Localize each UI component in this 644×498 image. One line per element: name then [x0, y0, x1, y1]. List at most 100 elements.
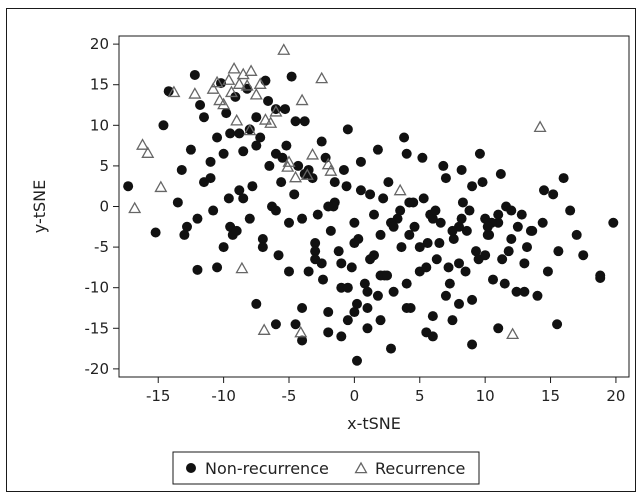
point-recurrence	[533, 120, 547, 132]
point-non-recurrence	[195, 100, 206, 111]
point-non-recurrence	[443, 262, 454, 273]
point-non-recurrence	[516, 209, 527, 220]
point-recurrence	[277, 43, 291, 55]
point-non-recurrence	[461, 225, 472, 236]
point-non-recurrence	[421, 327, 432, 338]
point-non-recurrence	[571, 229, 582, 240]
point-non-recurrence	[316, 136, 327, 147]
point-non-recurrence	[495, 169, 506, 180]
point-non-recurrence	[421, 262, 432, 273]
point-non-recurrence	[263, 95, 274, 106]
point-non-recurrence	[595, 272, 606, 283]
point-non-recurrence	[454, 298, 464, 309]
point-non-recurrence	[537, 217, 548, 228]
point-recurrence	[249, 87, 263, 100]
point-non-recurrence	[434, 238, 445, 249]
point-non-recurrence	[158, 120, 169, 131]
point-non-recurrence	[401, 148, 412, 159]
point-non-recurrence	[359, 278, 370, 289]
point-non-recurrence	[264, 160, 275, 171]
point-non-recurrence	[369, 209, 379, 220]
plot-area	[118, 35, 630, 378]
point-non-recurrence	[270, 205, 281, 216]
point-non-recurrence	[503, 246, 514, 257]
point-non-recurrence	[362, 302, 373, 313]
point-non-recurrence	[212, 262, 223, 273]
point-non-recurrence	[323, 307, 334, 318]
point-non-recurrence	[386, 343, 396, 354]
point-non-recurrence	[365, 189, 376, 200]
point-non-recurrence	[519, 286, 530, 297]
point-non-recurrence	[383, 177, 394, 188]
point-non-recurrence	[280, 104, 291, 115]
point-non-recurrence	[444, 278, 455, 289]
point-non-recurrence	[297, 335, 308, 346]
point-non-recurrence	[375, 315, 386, 326]
point-non-recurrence	[247, 181, 258, 192]
point-non-recurrence	[172, 197, 183, 208]
point-non-recurrence	[205, 156, 216, 167]
point-non-recurrence	[323, 201, 334, 212]
point-non-recurrence	[286, 71, 297, 82]
point-non-recurrence	[323, 327, 334, 338]
point-non-recurrence	[281, 140, 292, 151]
point-non-recurrence	[303, 266, 314, 277]
series-recurrence	[128, 43, 547, 340]
point-recurrence	[154, 180, 168, 193]
point-non-recurrence	[365, 254, 376, 265]
point-non-recurrence	[456, 213, 467, 224]
y-tick-label: -5	[94, 238, 109, 256]
point-recurrence	[258, 113, 272, 125]
point-non-recurrence	[312, 209, 323, 220]
point-non-recurrence	[349, 238, 360, 249]
point-non-recurrence	[342, 124, 353, 135]
point-non-recurrence	[467, 339, 478, 350]
x-tick-label: -5	[282, 387, 297, 405]
legend: Non-recurrence Recurrence	[172, 451, 480, 485]
point-non-recurrence	[448, 233, 459, 244]
point-non-recurrence	[251, 298, 262, 309]
point-non-recurrence	[212, 132, 223, 143]
point-non-recurrence	[438, 160, 449, 171]
point-non-recurrence	[205, 173, 216, 184]
point-non-recurrence	[163, 86, 174, 97]
point-non-recurrence	[293, 160, 304, 171]
point-non-recurrence	[192, 213, 203, 224]
point-non-recurrence	[474, 148, 485, 159]
x-tick-label: 20	[606, 387, 625, 405]
point-non-recurrence	[290, 319, 301, 330]
point-non-recurrence	[150, 227, 161, 238]
point-non-recurrence	[396, 242, 407, 253]
point-non-recurrence	[297, 302, 308, 313]
point-non-recurrence	[532, 290, 543, 301]
x-tick-label: 0	[350, 387, 360, 405]
point-non-recurrence	[552, 319, 563, 330]
point-non-recurrence	[447, 225, 458, 236]
point-non-recurrence	[352, 355, 362, 366]
point-recurrence	[224, 85, 238, 98]
point-non-recurrence	[336, 258, 347, 269]
point-recurrence	[167, 85, 181, 98]
x-axis-title: x-tSNE	[347, 414, 401, 433]
point-non-recurrence	[179, 229, 190, 240]
x-tick-label: -10	[211, 387, 236, 405]
point-non-recurrence	[349, 217, 360, 228]
point-recurrence	[269, 104, 283, 117]
point-non-recurrence	[565, 205, 576, 216]
point-non-recurrence	[238, 146, 249, 157]
point-non-recurrence	[382, 270, 393, 281]
point-non-recurrence	[477, 177, 488, 188]
point-non-recurrence	[362, 323, 373, 334]
point-recurrence	[324, 164, 338, 176]
scatter-chart: -15 -10 -5 0 5 10 15 20 -20 -15 -10 -5 0 5 10 15 20 x-t…	[30, 35, 630, 485]
point-non-recurrence	[401, 302, 412, 313]
x-tick-label: -15	[146, 387, 171, 405]
point-non-recurrence	[499, 278, 510, 289]
point-non-recurrence	[578, 250, 589, 261]
point-recurrence	[188, 87, 202, 99]
y-tick-label: 5	[99, 157, 109, 175]
point-non-recurrence	[440, 173, 451, 184]
point-recurrence	[141, 146, 155, 158]
point-non-recurrence	[182, 221, 192, 232]
x-tick-label: 5	[415, 387, 425, 405]
